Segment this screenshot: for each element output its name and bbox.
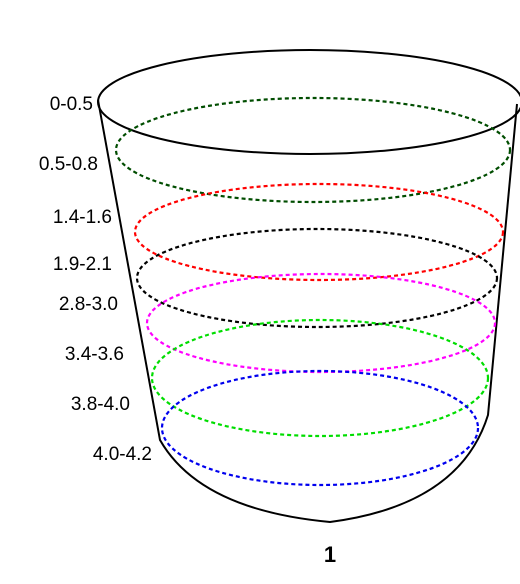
container-rim (97, 49, 520, 155)
layer-labels: 0-0.5 0.5-0.8 1.4-1.6 1.9-2.1 2.8-3.0 3.4-3.6… (39, 94, 152, 465)
ring (160, 369, 480, 487)
ring (145, 272, 497, 374)
ring (150, 318, 490, 438)
layer-label: 1.9-2.1 (53, 254, 112, 275)
container (97, 49, 520, 524)
ring (135, 227, 499, 329)
layer-label: 3.8-4.0 (71, 394, 130, 415)
layer-label: 0-0.5 (50, 94, 93, 115)
layer-label: 4.0-4.2 (93, 444, 152, 465)
caption: 1 (324, 542, 336, 567)
ring (133, 182, 505, 282)
ring (114, 96, 512, 204)
layer-label: 3.4-3.6 (65, 344, 124, 365)
layer-label: 1.4-1.6 (53, 207, 112, 228)
container-body (97, 99, 518, 524)
layer-label: 0.5-0.8 (39, 154, 98, 175)
layer-rings (114, 96, 512, 487)
layer-label: 2.8-3.0 (59, 294, 118, 315)
